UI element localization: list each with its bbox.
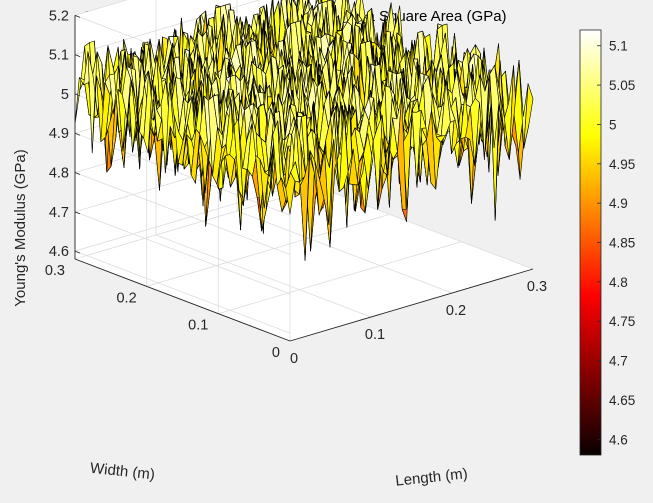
x-tick-label: 0	[290, 351, 298, 367]
z-tick-mark	[74, 54, 81, 58]
colorbar-tick-label: 5	[609, 117, 617, 132]
colorbar-tick-label: 5.1	[609, 39, 628, 54]
colorbar-tick-label: 4.65	[609, 393, 635, 408]
x-tick-label: 0.2	[446, 303, 466, 319]
colorbar-tick-label: 4.85	[609, 236, 635, 251]
colorbar-tick-label: 4.6	[609, 432, 628, 447]
x-tick-label: 0.3	[527, 279, 547, 295]
y-tick-label: 0.3	[45, 263, 65, 279]
y-tick-label: 0	[272, 345, 280, 361]
z-tick-label: 5	[61, 87, 69, 103]
colorbar-tick-label: 4.95	[609, 157, 635, 172]
colorbar-tick-label: 4.9	[609, 196, 628, 211]
x-axis-label: Length (m)	[395, 465, 469, 489]
colorbar-tick-label: 4.75	[609, 314, 635, 329]
x-tick-label: 0.1	[365, 327, 385, 343]
colorbar: 4.6 4.65 4.7 4.75 4.8 4.85 4.9 4.95 5 5.05 5.1	[579, 29, 635, 456]
z-tick-label: 5.1	[49, 48, 69, 64]
z-tick-label: 4.8	[49, 166, 69, 182]
z-axis-label: Young's Modulus (GPa)	[12, 149, 29, 306]
z-axis-ticks: 4.6 4.7 4.8 4.9 5 5.1 5.2	[49, 8, 81, 260]
z-tick-label: 5.2	[49, 8, 69, 24]
y-tick-label: 0.2	[116, 290, 136, 306]
z-tick-label: 4.9	[49, 126, 69, 142]
z-tick-mark	[74, 93, 81, 97]
colorbar-ticks: 4.6 4.65 4.7 4.75 4.8 4.85 4.9 4.95 5 5.05 5.1	[597, 39, 635, 447]
axes-3d: 4.6 4.7 4.8 4.9 5 5.1 5.2 0 0.1 0.2 0.3 0 0.1 0.2 0.…	[45, 0, 547, 367]
z-tick-mark	[74, 211, 81, 215]
z-tick-mark	[74, 172, 81, 175]
x-axis-ticks: 0 0.1 0.2 0.3	[290, 279, 547, 367]
colorbar-tick-label: 5.05	[609, 78, 635, 93]
axis-lines	[74, 15, 534, 342]
z-tick-mark	[74, 132, 81, 136]
surface-patch	[523, 83, 534, 149]
z-tick-mark	[74, 14, 81, 18]
colorbar-tick-label: 4.8	[609, 275, 628, 290]
y-axis-line	[74, 258, 291, 342]
x-axis-line	[289, 268, 534, 342]
z-tick-label: 4.6	[49, 244, 69, 260]
surface-mesh	[74, 0, 534, 261]
colorbar-tick-label: 4.7	[609, 354, 628, 369]
z-tick-mark	[74, 250, 81, 254]
y-axis-ticks: 0 0.1 0.2 0.3	[45, 263, 280, 361]
y-axis-label: Width (m)	[89, 460, 155, 484]
y-tick-label: 0.1	[188, 318, 208, 334]
z-tick-label: 4.7	[49, 205, 69, 221]
